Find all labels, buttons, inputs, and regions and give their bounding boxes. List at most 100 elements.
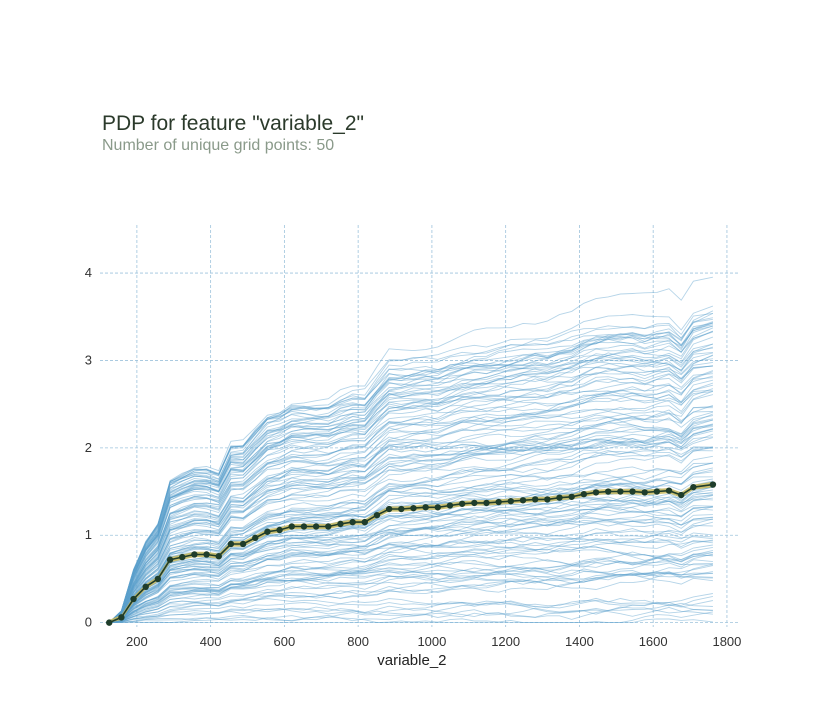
ice-line <box>109 462 713 624</box>
ice-line <box>108 317 713 623</box>
ice-line <box>109 557 713 624</box>
ice-line <box>108 428 714 623</box>
ice-line <box>109 562 713 624</box>
ice-line <box>108 331 714 623</box>
pdp-series <box>106 481 717 626</box>
ice-line <box>108 430 714 624</box>
pdp-point <box>215 553 222 560</box>
ice-line <box>109 517 714 624</box>
ice-line <box>108 482 713 624</box>
ice-line <box>108 428 714 623</box>
ice-line <box>108 389 713 623</box>
ice-line <box>109 574 713 624</box>
ice-line <box>109 553 713 624</box>
ice-line <box>108 433 714 623</box>
pdp-point <box>653 488 661 495</box>
ice-line <box>108 318 713 623</box>
pdp-point <box>629 488 636 495</box>
ice-line <box>109 423 714 624</box>
ice-line <box>109 462 713 624</box>
pdp-point <box>385 505 393 513</box>
x-tick-label: 800 <box>347 634 369 649</box>
ice-line <box>109 568 713 624</box>
pdp-point <box>118 614 125 621</box>
ice-line <box>108 365 713 623</box>
ice-line <box>108 418 713 623</box>
pdp-point <box>264 528 271 535</box>
ice-line <box>109 506 713 624</box>
ice-line <box>109 536 713 624</box>
pdp-point <box>349 518 356 526</box>
ice-line <box>109 488 713 624</box>
y-tick-label: 4 <box>85 265 92 280</box>
ice-line <box>108 441 713 623</box>
ice-line <box>109 565 713 624</box>
ice-line <box>108 450 713 623</box>
chart-title: PDP for feature "variable_2" <box>102 112 364 135</box>
ice-line <box>108 370 714 623</box>
ice-line <box>109 517 713 624</box>
pdp-point <box>641 489 648 496</box>
ice-line <box>109 611 713 624</box>
pdp-point <box>227 540 235 548</box>
y-tick-label: 2 <box>85 440 92 455</box>
ice-line <box>109 574 713 624</box>
ice-line <box>108 423 714 623</box>
pdp-point <box>325 523 332 530</box>
pdp-point <box>191 551 198 558</box>
ice-line <box>109 563 714 624</box>
pdp-point <box>142 583 149 590</box>
ice-line <box>109 514 713 624</box>
ice-line <box>108 388 714 623</box>
ice-line <box>109 546 713 624</box>
x-tick-label: 1800 <box>712 634 741 649</box>
y-tick-label: 0 <box>85 615 92 630</box>
ice-line <box>109 549 714 624</box>
ice-line <box>109 535 713 624</box>
ice-line <box>108 336 714 623</box>
ice-line <box>109 443 713 624</box>
ice-line <box>109 506 714 624</box>
ice-line <box>109 571 713 624</box>
pdp-point <box>458 500 466 507</box>
pdp-point <box>288 523 295 530</box>
y-axis-ticks: 0 1 2 3 4 <box>85 265 92 630</box>
ice-line <box>108 404 714 623</box>
ice-line <box>109 469 713 624</box>
ice-line <box>108 343 714 623</box>
ice-line <box>109 546 714 624</box>
ice-line <box>109 528 713 624</box>
ice-line <box>109 597 713 624</box>
pdp-point <box>544 496 551 503</box>
x-tick-label: 1200 <box>491 634 520 649</box>
pdp-point <box>337 520 344 528</box>
ice-line <box>108 379 714 623</box>
ice-line <box>108 394 714 623</box>
ice-line <box>109 505 713 624</box>
ice-line <box>108 330 714 623</box>
ice-line <box>108 365 713 623</box>
ice-line <box>108 411 713 623</box>
ice-line <box>108 276 713 623</box>
ice-line <box>108 327 714 623</box>
ice-line <box>108 305 714 623</box>
ice-line <box>109 539 713 624</box>
ice-line <box>108 419 713 623</box>
ice-line <box>109 602 713 624</box>
ice-line <box>108 447 713 623</box>
ice-lines <box>108 276 714 624</box>
ice-line <box>109 495 714 624</box>
ice-line <box>108 361 713 623</box>
ice-line <box>108 354 714 623</box>
pdp-point <box>617 488 624 495</box>
ice-line <box>109 593 713 624</box>
pdp-point <box>179 553 186 561</box>
ice-line <box>108 428 714 623</box>
ice-line <box>108 436 713 623</box>
ice-line <box>108 352 714 623</box>
ice-line <box>108 415 713 623</box>
ice-line <box>109 462 714 624</box>
pdp-point <box>361 518 368 526</box>
ice-line <box>108 407 713 623</box>
pdp-point <box>665 487 673 494</box>
